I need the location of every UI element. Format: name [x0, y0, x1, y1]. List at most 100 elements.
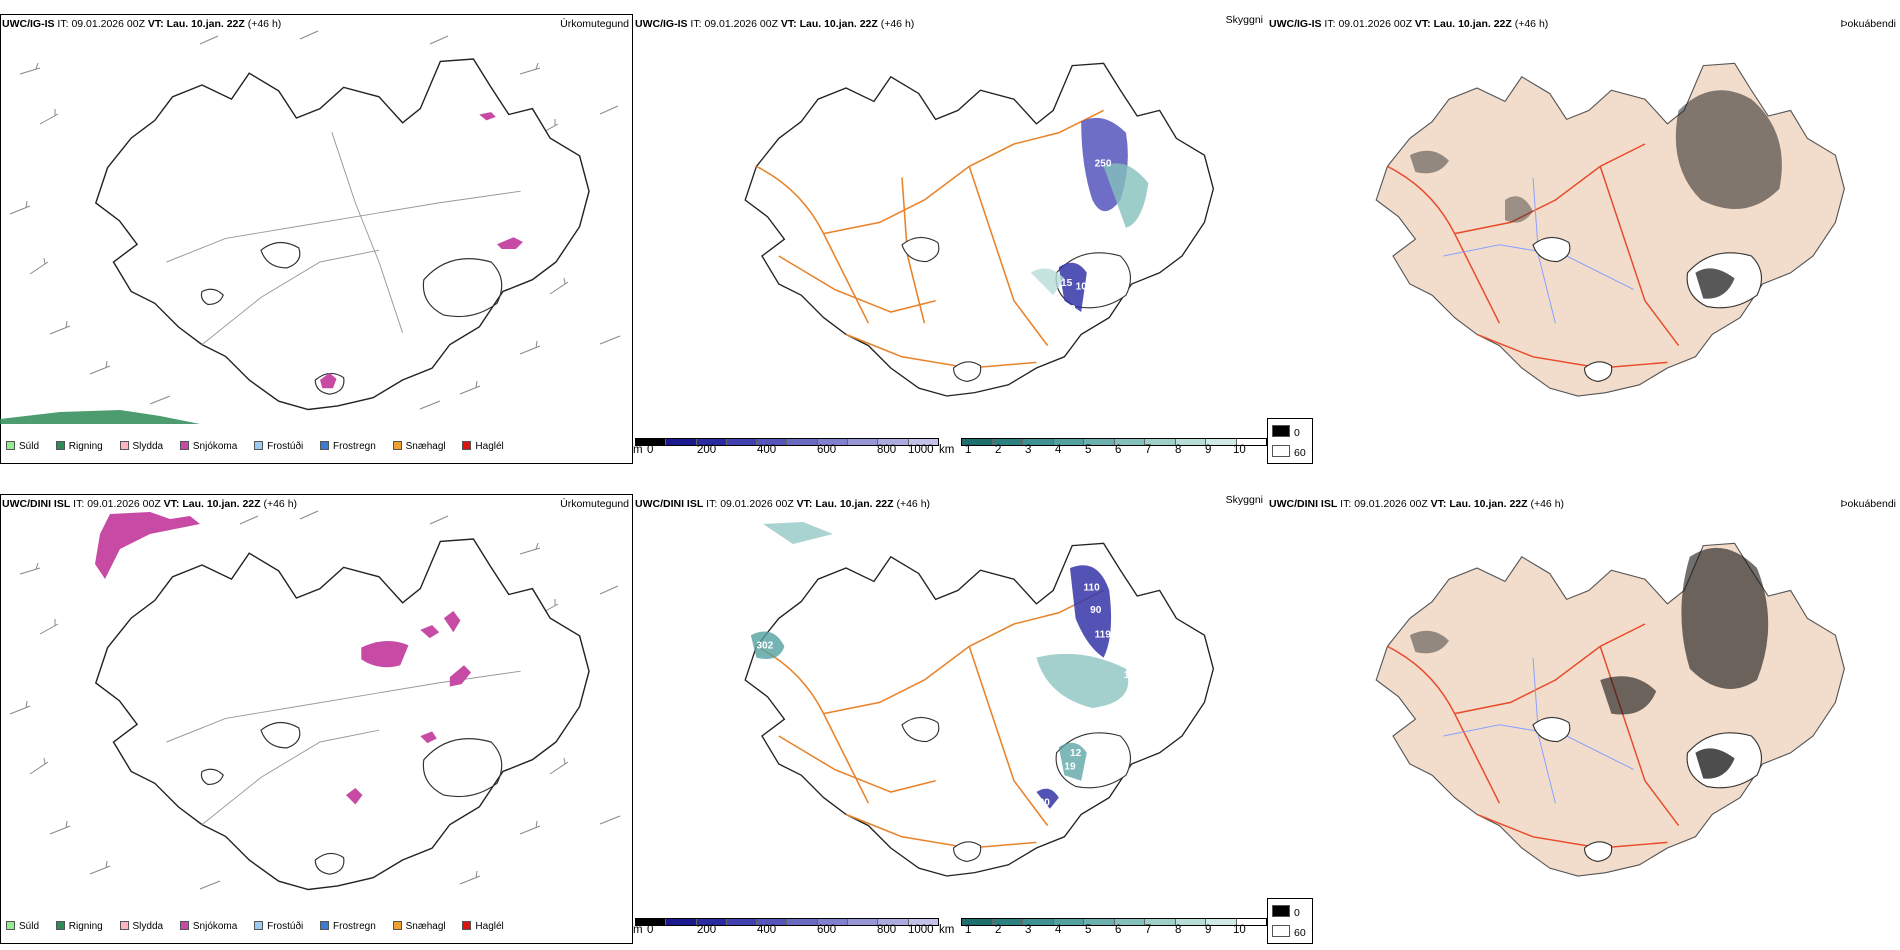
color-bin — [878, 439, 909, 445]
legend-item: Frostregn — [320, 921, 376, 932]
color-bin — [1084, 919, 1115, 925]
param-title: Skyggni — [1225, 14, 1263, 26]
tick: 2 — [995, 924, 1002, 936]
cloud-scale-bar — [635, 438, 939, 446]
tick: 9 — [1205, 924, 1212, 936]
tick: 1000 — [908, 444, 934, 456]
tick: 5 — [1085, 444, 1092, 456]
panel-frame — [0, 494, 633, 944]
tick: 0 — [647, 444, 654, 456]
vis-scale-bar — [961, 438, 1267, 446]
legend-swatch — [320, 921, 330, 930]
legend-swatch — [119, 921, 129, 930]
precip-map — [0, 30, 621, 424]
panel-header: UWC/IG-IS IT: 09.01.2026 00Z VT: Lau. 10… — [1269, 18, 1549, 30]
legend-swatch — [179, 921, 189, 930]
panel-header: UWC/DINI ISL IT: 09.01.2026 00Z VT: Lau.… — [1269, 498, 1565, 510]
panel-header: UWC/DINI ISL IT: 09.01.2026 00Z VT: Lau.… — [635, 498, 931, 510]
color-bin — [1114, 919, 1145, 925]
fog-map — [1375, 62, 1845, 397]
tick: 9 — [1205, 444, 1212, 456]
legend-item: Haglél — [462, 921, 504, 932]
tick: 0 — [647, 924, 654, 936]
point-label: 18 — [1124, 670, 1136, 681]
color-bin — [1084, 439, 1115, 445]
param-title: Þokuábendi — [1840, 498, 1896, 510]
point-label: 30 — [1039, 797, 1051, 808]
legend-item: Frostregn — [320, 441, 376, 452]
tick: 200 — [697, 924, 717, 936]
param-title: Þokuábendi — [1840, 18, 1896, 30]
visibility-map: 302 110 90 119 18 12 19 30 — [744, 522, 1215, 877]
color-bin — [817, 439, 849, 445]
point-label: 302 — [756, 641, 773, 652]
color-bin — [636, 439, 667, 445]
cloud-scale-unit: m — [633, 444, 643, 456]
precip-map — [9, 510, 621, 891]
color-bin — [787, 919, 818, 925]
color-bin — [696, 919, 727, 925]
legend-swatch — [254, 921, 264, 930]
precip-legend: Súld Rigning Slydda Snjókoma Frostúði Fr… — [6, 921, 518, 932]
legend-swatch — [55, 441, 65, 450]
legend-item: Snæhagl — [392, 441, 446, 452]
point-label: 250 — [1095, 158, 1112, 169]
legend-swatch — [1272, 445, 1290, 457]
legend-item: Rigning — [55, 921, 103, 932]
legend-swatch — [6, 441, 15, 450]
point-label: 12 — [1070, 748, 1082, 759]
color-bin — [1206, 919, 1237, 925]
color-bin — [1053, 439, 1084, 445]
vis-scale-unit: km — [939, 924, 955, 936]
color-bin — [908, 919, 938, 925]
legend-swatch — [462, 921, 472, 930]
tick: 600 — [817, 924, 837, 936]
cloud-scale-unit: m — [633, 924, 643, 936]
tick: 800 — [877, 444, 897, 456]
legend-row: 0 — [1272, 905, 1300, 919]
tick: 8 — [1175, 924, 1182, 936]
legend-swatch — [1272, 425, 1290, 437]
panel-header: UWC/IG-IS IT: 09.01.2026 00Z VT: Lau. 10… — [2, 18, 282, 30]
color-bin — [1236, 439, 1266, 445]
point-label: 10 — [1120, 226, 1132, 237]
precip-panel-top: UWC/IG-IS IT: 09.01.2026 00Z VT: Lau. 10… — [0, 14, 633, 464]
visibility-map: 250 10 15 100 83 — [744, 62, 1215, 397]
color-bin — [992, 919, 1023, 925]
wind-barbs — [9, 30, 621, 410]
color-bin — [1236, 919, 1266, 925]
legend-swatch — [320, 441, 330, 450]
legend-swatch — [392, 921, 402, 930]
panel-frame — [0, 14, 633, 464]
precip-legend: Súld Rigning Slydda Snjókoma Frostúði Fr… — [6, 441, 518, 452]
color-bin — [908, 439, 938, 445]
point-label: 110 — [1083, 582, 1100, 593]
precip-panel-bottom: UWC/DINI ISL IT: 09.01.2026 00Z VT: Lau.… — [0, 494, 633, 944]
color-bin — [1023, 919, 1054, 925]
color-bin — [666, 919, 697, 925]
legend-swatch — [6, 921, 15, 930]
fog-legend: 0 60 — [1267, 418, 1313, 464]
color-bin — [962, 439, 993, 445]
tick: 7 — [1145, 444, 1152, 456]
color-bin — [848, 439, 879, 445]
cloud-scale-bar — [635, 918, 939, 926]
color-bin — [817, 919, 849, 925]
legend-swatch — [254, 441, 264, 450]
color-bin — [726, 919, 758, 925]
tick: 200 — [697, 444, 717, 456]
fog-legend: 0 60 — [1267, 898, 1313, 944]
color-bin — [1175, 919, 1206, 925]
color-bin — [878, 919, 909, 925]
tick: 2 — [995, 444, 1002, 456]
legend-item: Slydda — [119, 441, 163, 452]
color-bin — [1053, 919, 1084, 925]
legend-item: Súld — [6, 441, 39, 452]
legend-item: Slydda — [119, 921, 163, 932]
legend-row: 60 — [1272, 925, 1306, 939]
color-bin — [848, 919, 879, 925]
tick: 3 — [1025, 444, 1032, 456]
point-label: 15 — [1061, 278, 1073, 289]
legend-item: Súld — [6, 921, 39, 932]
tick: 400 — [757, 924, 777, 936]
